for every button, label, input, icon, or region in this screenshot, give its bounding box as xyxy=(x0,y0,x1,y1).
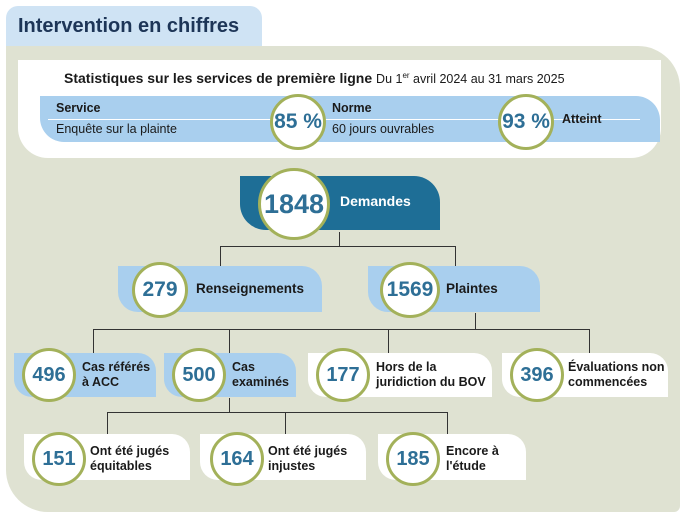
node-value: 185 xyxy=(396,447,430,470)
node-value-circle: 496 xyxy=(22,348,76,402)
node-label: Évaluations non commencées xyxy=(568,360,665,389)
connector xyxy=(220,246,456,247)
node-label: Hors de la juridiction du BOV xyxy=(376,360,486,389)
node-label: Ont été jugés équitables xyxy=(90,444,170,473)
root-label: Demandes xyxy=(340,193,411,209)
root-value: 1848 xyxy=(263,188,325,219)
achieved-percent-circle: 93 % xyxy=(498,94,554,150)
node-value-circle: 164 xyxy=(210,432,264,486)
connector xyxy=(388,329,389,353)
node-label: Cas référés à ACC xyxy=(82,360,151,389)
node-value: 177 xyxy=(326,363,360,386)
connector xyxy=(93,329,94,353)
node-value: 500 xyxy=(182,363,216,386)
connector xyxy=(220,246,221,266)
norm-value: 60 jours ouvrables xyxy=(332,122,435,136)
node-label: Ont été jugés injustes xyxy=(268,444,348,473)
connector xyxy=(229,398,230,412)
node-label: Renseignements xyxy=(196,281,305,296)
node-label: Plaintes xyxy=(446,281,498,296)
service-value: Enquête sur la plainte xyxy=(56,122,177,136)
node-value: 496 xyxy=(32,363,66,386)
stats-heading: Statistiques sur les services de premièr… xyxy=(64,70,565,86)
connector xyxy=(285,412,286,434)
node-label: Cas examinés xyxy=(232,360,289,389)
connector xyxy=(589,329,590,353)
title-tab: Intervention en chiffres xyxy=(6,6,262,48)
connector xyxy=(339,232,340,246)
norm-label: Norme xyxy=(332,101,372,115)
connector xyxy=(455,246,456,266)
node-label: Encore à l'étude xyxy=(446,444,499,473)
connector xyxy=(475,313,476,330)
connector xyxy=(93,329,590,330)
service-label: Service xyxy=(56,101,101,115)
node-value: 164 xyxy=(220,447,254,470)
node-value-circle: 396 xyxy=(510,348,564,402)
node-value: 396 xyxy=(520,363,554,386)
service-bar-divider xyxy=(48,119,640,120)
achieved-label: Atteint xyxy=(562,112,602,126)
page-title: Intervention en chiffres xyxy=(18,15,240,37)
node-value-circle: 185 xyxy=(386,432,440,486)
connector xyxy=(229,329,230,353)
stats-period: Du 1er avril 2024 au 31 mars 2025 xyxy=(376,70,565,86)
connector xyxy=(107,412,108,434)
node-value-circle: 1569 xyxy=(380,262,440,318)
node-value-circle: 500 xyxy=(172,348,226,402)
connector xyxy=(107,412,448,413)
connector xyxy=(447,412,448,434)
node-value: 1569 xyxy=(386,278,434,301)
node-value-circle: 177 xyxy=(316,348,370,402)
norm-percent: 85 % xyxy=(274,110,322,133)
norm-percent-circle: 85 % xyxy=(270,94,326,150)
node-value-circle: 151 xyxy=(32,432,86,486)
node-value-circle: 279 xyxy=(132,262,188,318)
node-value: 279 xyxy=(142,278,178,301)
achieved-percent: 93 % xyxy=(502,110,550,133)
node-value: 151 xyxy=(42,447,76,470)
root-value-circle: 1848 xyxy=(258,168,330,240)
